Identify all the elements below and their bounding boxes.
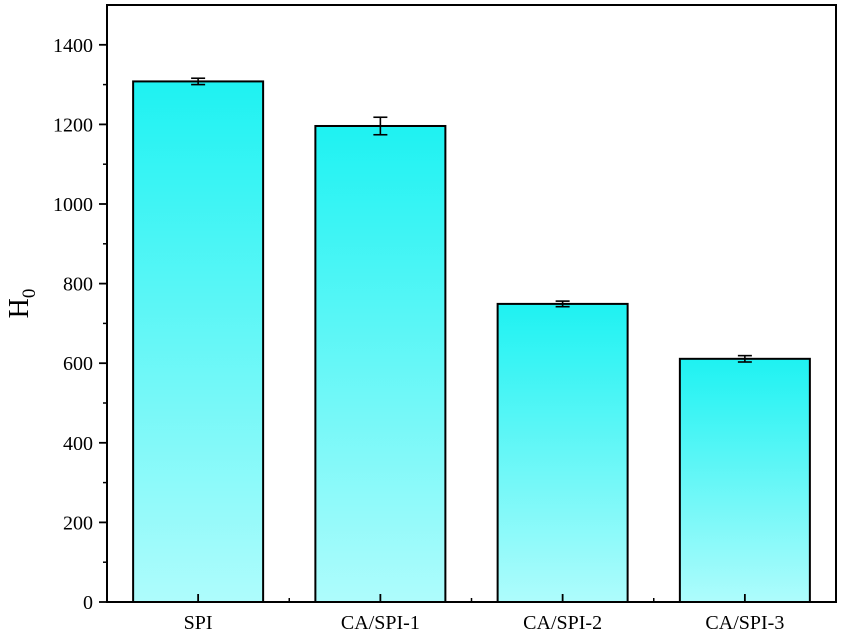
y-tick-label: 600 bbox=[63, 353, 93, 375]
y-axis-ticks: 0 200 400 600 800 1000 1200 1400 bbox=[53, 35, 107, 614]
x-tick-label: CA/SPI-2 bbox=[523, 612, 602, 634]
y-tick-label: 400 bbox=[63, 433, 93, 455]
error-bar-2 bbox=[373, 116, 388, 136]
y-tick-label: 1000 bbox=[53, 194, 93, 216]
x-axis-ticks: SPI CA/SPI-1 CA/SPI-2 CA/SPI-3 bbox=[184, 594, 784, 634]
error-bars bbox=[191, 77, 752, 363]
error-bar-3 bbox=[555, 300, 570, 308]
y-tick-label: 200 bbox=[63, 512, 93, 534]
bar-3 bbox=[496, 302, 629, 603]
error-bar-1 bbox=[191, 77, 206, 86]
y-tick-label: 1400 bbox=[53, 35, 93, 57]
x-tick-label: SPI bbox=[184, 612, 213, 634]
y-tick-label: 1200 bbox=[53, 114, 93, 136]
y-tick-label: 800 bbox=[63, 274, 93, 296]
bar-1 bbox=[132, 80, 265, 603]
y-axis-label: H0 bbox=[4, 289, 40, 319]
error-bar-4 bbox=[737, 354, 752, 363]
x-tick-label: CA/SPI-1 bbox=[341, 612, 420, 634]
y-axis-label-main: H bbox=[4, 298, 35, 318]
bars bbox=[132, 80, 811, 603]
bar-2 bbox=[314, 124, 447, 603]
bar-4 bbox=[678, 357, 811, 603]
y-axis-label-subscript: 0 bbox=[19, 289, 40, 299]
y-tick-label: 0 bbox=[83, 592, 93, 614]
x-tick-label: CA/SPI-3 bbox=[705, 612, 784, 634]
